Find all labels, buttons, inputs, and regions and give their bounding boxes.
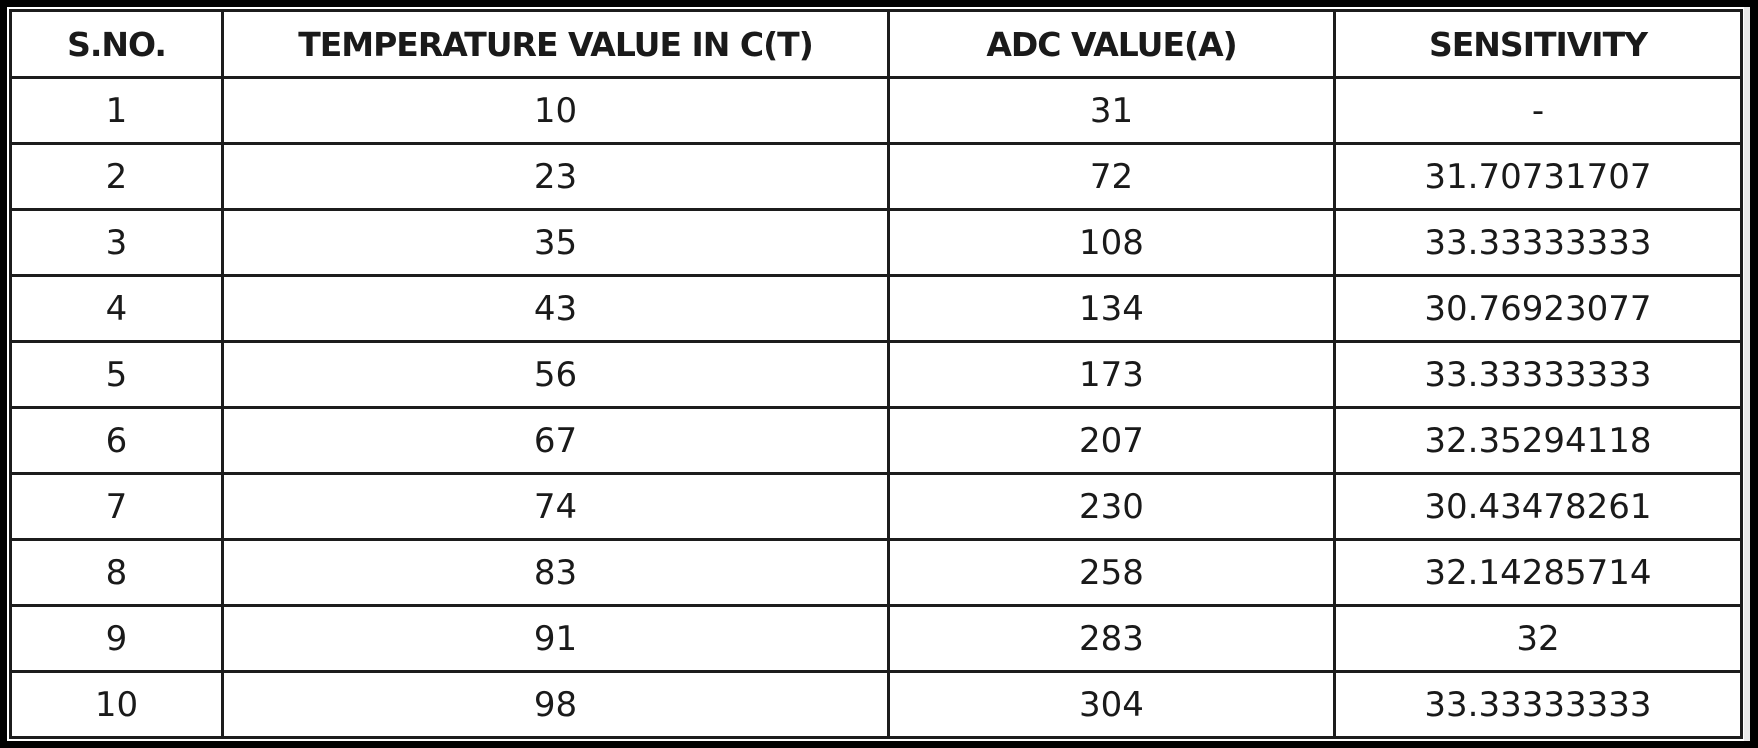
cell-temperature: 35 — [221, 208, 890, 277]
table-row: 3 35 108 33.33333333 — [9, 208, 1743, 277]
cell-sensitivity: 32 — [1333, 604, 1743, 673]
cell-sno: 8 — [9, 538, 224, 607]
header-row: S.NO. TEMPERATURE VALUE IN C(T) ADC VALU… — [9, 9, 1743, 79]
cell-sensitivity: 33.33333333 — [1333, 340, 1743, 409]
cell-temperature: 56 — [221, 340, 890, 409]
cell-sno: 10 — [9, 670, 224, 739]
cell-sensitivity: 33.33333333 — [1333, 208, 1743, 277]
cell-sno: 5 — [9, 340, 224, 409]
cell-sno: 9 — [9, 604, 224, 673]
cell-adc-value: 108 — [887, 208, 1336, 277]
header-sno: S.NO. — [9, 9, 224, 79]
cell-adc-value: 173 — [887, 340, 1336, 409]
cell-temperature: 10 — [221, 76, 890, 145]
cell-sno: 2 — [9, 142, 224, 211]
cell-sensitivity: 30.76923077 — [1333, 274, 1743, 343]
cell-temperature: 23 — [221, 142, 890, 211]
cell-adc-value: 304 — [887, 670, 1336, 739]
table-row: 4 43 134 30.76923077 — [9, 274, 1743, 343]
table-sheet: S.NO. TEMPERATURE VALUE IN C(T) ADC VALU… — [7, 7, 1750, 741]
cell-sensitivity: 32.14285714 — [1333, 538, 1743, 607]
cell-sensitivity: 30.43478261 — [1333, 472, 1743, 541]
cell-temperature: 83 — [221, 538, 890, 607]
sheet-edge-shadow — [1744, 7, 1750, 741]
cell-sno: 3 — [9, 208, 224, 277]
table-row: 9 91 283 32 — [9, 604, 1743, 673]
cell-adc-value: 134 — [887, 274, 1336, 343]
cell-sensitivity: 33.33333333 — [1333, 670, 1743, 739]
table-row: 8 83 258 32.14285714 — [9, 538, 1743, 607]
cell-adc-value: 72 — [887, 142, 1336, 211]
cell-temperature: 43 — [221, 274, 890, 343]
cell-sensitivity: 31.70731707 — [1333, 142, 1743, 211]
cell-adc-value: 230 — [887, 472, 1336, 541]
table-row: 1 10 31- — [9, 76, 1743, 145]
cell-adc-value: 283 — [887, 604, 1336, 673]
cell-sensitivity: - — [1333, 76, 1743, 145]
cell-sno: 7 — [9, 472, 224, 541]
table-row: 7 74 230 30.43478261 — [9, 472, 1743, 541]
cell-sensitivity: 32.35294118 — [1333, 406, 1743, 475]
cell-temperature: 74 — [221, 472, 890, 541]
header-adc-value: ADC VALUE(A) — [887, 9, 1336, 79]
cell-sno: 1 — [9, 76, 224, 145]
cell-temperature: 91 — [221, 604, 890, 673]
header-sensitivity: SENSITIVITY — [1333, 9, 1743, 79]
table-row: 6 67 207 32.35294118 — [9, 406, 1743, 475]
cell-sno: 4 — [9, 274, 224, 343]
sensitivity-table: S.NO. TEMPERATURE VALUE IN C(T) ADC VALU… — [9, 9, 1743, 739]
table-row: 10 98 304 33.33333333 — [9, 670, 1743, 739]
table-body: 1 10 31-2 23 72 31.70731707 3 35 108 33.33333333 4… — [9, 76, 1743, 739]
header-temperature: TEMPERATURE VALUE IN C(T) — [221, 9, 890, 79]
cell-adc-value: 258 — [887, 538, 1336, 607]
cell-temperature: 67 — [221, 406, 890, 475]
cell-sno: 6 — [9, 406, 224, 475]
table-row: 5 56 173 33.33333333 — [9, 340, 1743, 409]
cell-adc-value: 31 — [887, 76, 1336, 145]
cell-adc-value: 207 — [887, 406, 1336, 475]
cell-temperature: 98 — [221, 670, 890, 739]
table-row: 2 23 72 31.70731707 — [9, 142, 1743, 211]
